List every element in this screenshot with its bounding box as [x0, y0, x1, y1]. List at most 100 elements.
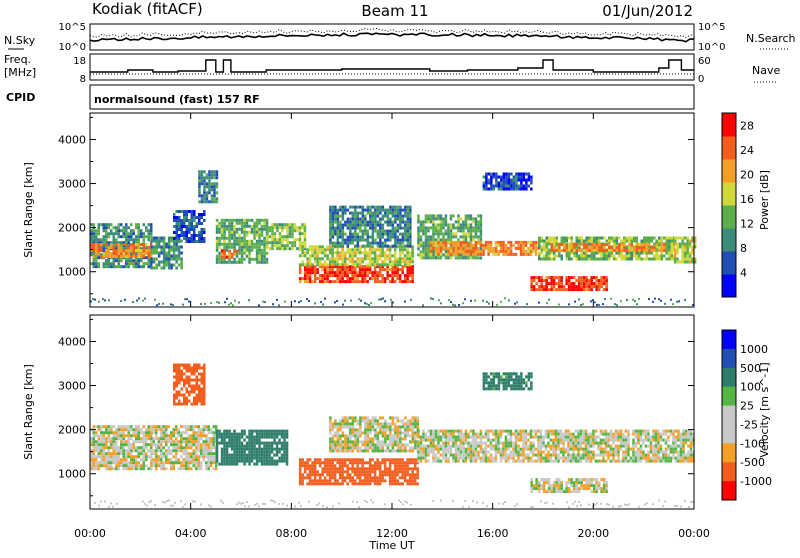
heatmap-cell [248, 463, 251, 466]
heatmap-cell [560, 279, 563, 282]
heatmap-cell [351, 277, 354, 280]
heatmap-cell [304, 277, 307, 280]
heatmap-cell [591, 237, 594, 240]
heatmap-cell [118, 428, 121, 431]
heatmap-cell [183, 373, 186, 376]
heatmap-cell [430, 297, 432, 299]
heatmap-cell [233, 258, 236, 261]
heatmap-cell [336, 263, 339, 266]
heatmap-cell [143, 223, 146, 226]
heatmap-cell [123, 232, 126, 235]
heatmap-cell [416, 470, 419, 473]
nsky-line [90, 33, 694, 42]
heatmap-cell [670, 299, 672, 301]
heatmap-cell [532, 244, 535, 247]
heatmap-cell [108, 262, 111, 265]
heatmap-cell [401, 458, 404, 461]
heatmap-cell [145, 262, 148, 265]
heatmap-cell [361, 274, 364, 277]
heatmap-cell [246, 436, 249, 439]
heatmap-cell [402, 233, 405, 236]
heatmap-cell [321, 257, 324, 260]
heatmap-cell [344, 446, 347, 449]
heatmap-cell [231, 253, 234, 256]
heatmap-cell [256, 261, 258, 264]
heatmap-cell [430, 217, 433, 220]
heatmap-cell [120, 434, 123, 437]
heatmap-cell [462, 244, 465, 247]
heatmap-cell [276, 451, 279, 454]
heatmap-cell [465, 250, 468, 253]
heatmap-cell [185, 452, 188, 455]
heatmap-cell [215, 467, 218, 470]
heatmap-cell [417, 253, 420, 256]
heatmap-cell [546, 243, 549, 246]
heatmap-cell [359, 422, 362, 425]
heatmap-cell [679, 237, 682, 240]
heatmap-cell [632, 299, 634, 301]
heatmap-cell [263, 255, 266, 258]
heatmap-cell [399, 215, 402, 218]
heatmap-cell [183, 452, 186, 455]
heatmap-cell [155, 240, 158, 243]
heatmap-cell [570, 288, 573, 291]
heatmap-cell [108, 467, 111, 470]
heatmap-cell [334, 446, 337, 449]
heatmap-cell [268, 457, 271, 460]
heatmap-cell [258, 304, 260, 306]
heatmap-cell [125, 255, 128, 258]
heatmap-cell [337, 227, 340, 230]
heatmap-cell [183, 394, 186, 397]
heatmap-cell [462, 235, 465, 238]
heatmap-cell [210, 437, 213, 440]
heatmap-cell [324, 263, 327, 266]
heatmap-cell [173, 255, 176, 258]
heatmap-cell [485, 247, 488, 250]
heatmap-cell [253, 234, 256, 237]
heatmap-cell [331, 251, 334, 254]
heatmap-cell [661, 237, 664, 240]
heatmap-cell [261, 225, 264, 228]
heatmap-cell [329, 242, 332, 245]
heatmap-cell [379, 467, 382, 470]
heatmap-cell [321, 473, 324, 476]
heatmap-cell [256, 442, 258, 445]
heatmap-cell [391, 260, 394, 263]
heatmap-cell [372, 227, 375, 230]
heatmap-cell [300, 300, 302, 302]
heatmap-cell [337, 422, 340, 425]
heatmap-cell [339, 242, 342, 245]
heatmap-cell [173, 225, 176, 228]
heatmap-cell [603, 258, 606, 261]
heatmap-cell [399, 461, 402, 464]
heatmap-cell [447, 232, 450, 235]
heatmap-cell [120, 446, 123, 449]
heatmap-cell [256, 463, 258, 466]
heatmap-cell [465, 241, 468, 244]
heatmap-cell [299, 479, 302, 482]
heatmap-cell [238, 454, 241, 457]
heatmap-cell [203, 428, 206, 431]
heatmap-cell [571, 249, 574, 252]
heatmap-cell [203, 364, 206, 367]
heatmap-cell [314, 277, 317, 280]
heatmap-cell [376, 476, 379, 479]
heatmap-cell [369, 277, 372, 280]
heatmap-cell [138, 464, 141, 467]
heatmap-cell [150, 258, 153, 261]
heatmap-cell [543, 255, 546, 258]
heatmap-cell [336, 300, 338, 302]
heatmap-cell [123, 443, 126, 446]
heatmap-cell [321, 251, 324, 254]
heatmap-cell [376, 461, 379, 464]
heatmap-cell [183, 385, 186, 388]
heatmap-cell [160, 443, 163, 446]
heatmap-cell [125, 229, 128, 232]
heatmap-cell [518, 176, 521, 179]
heatmap-cell [372, 233, 375, 236]
heatmap-cell [377, 230, 380, 233]
heatmap-cell [246, 231, 249, 234]
heatmap-cell [490, 247, 493, 250]
heatmap-cell [165, 264, 168, 267]
heatmap-cell [379, 464, 382, 467]
